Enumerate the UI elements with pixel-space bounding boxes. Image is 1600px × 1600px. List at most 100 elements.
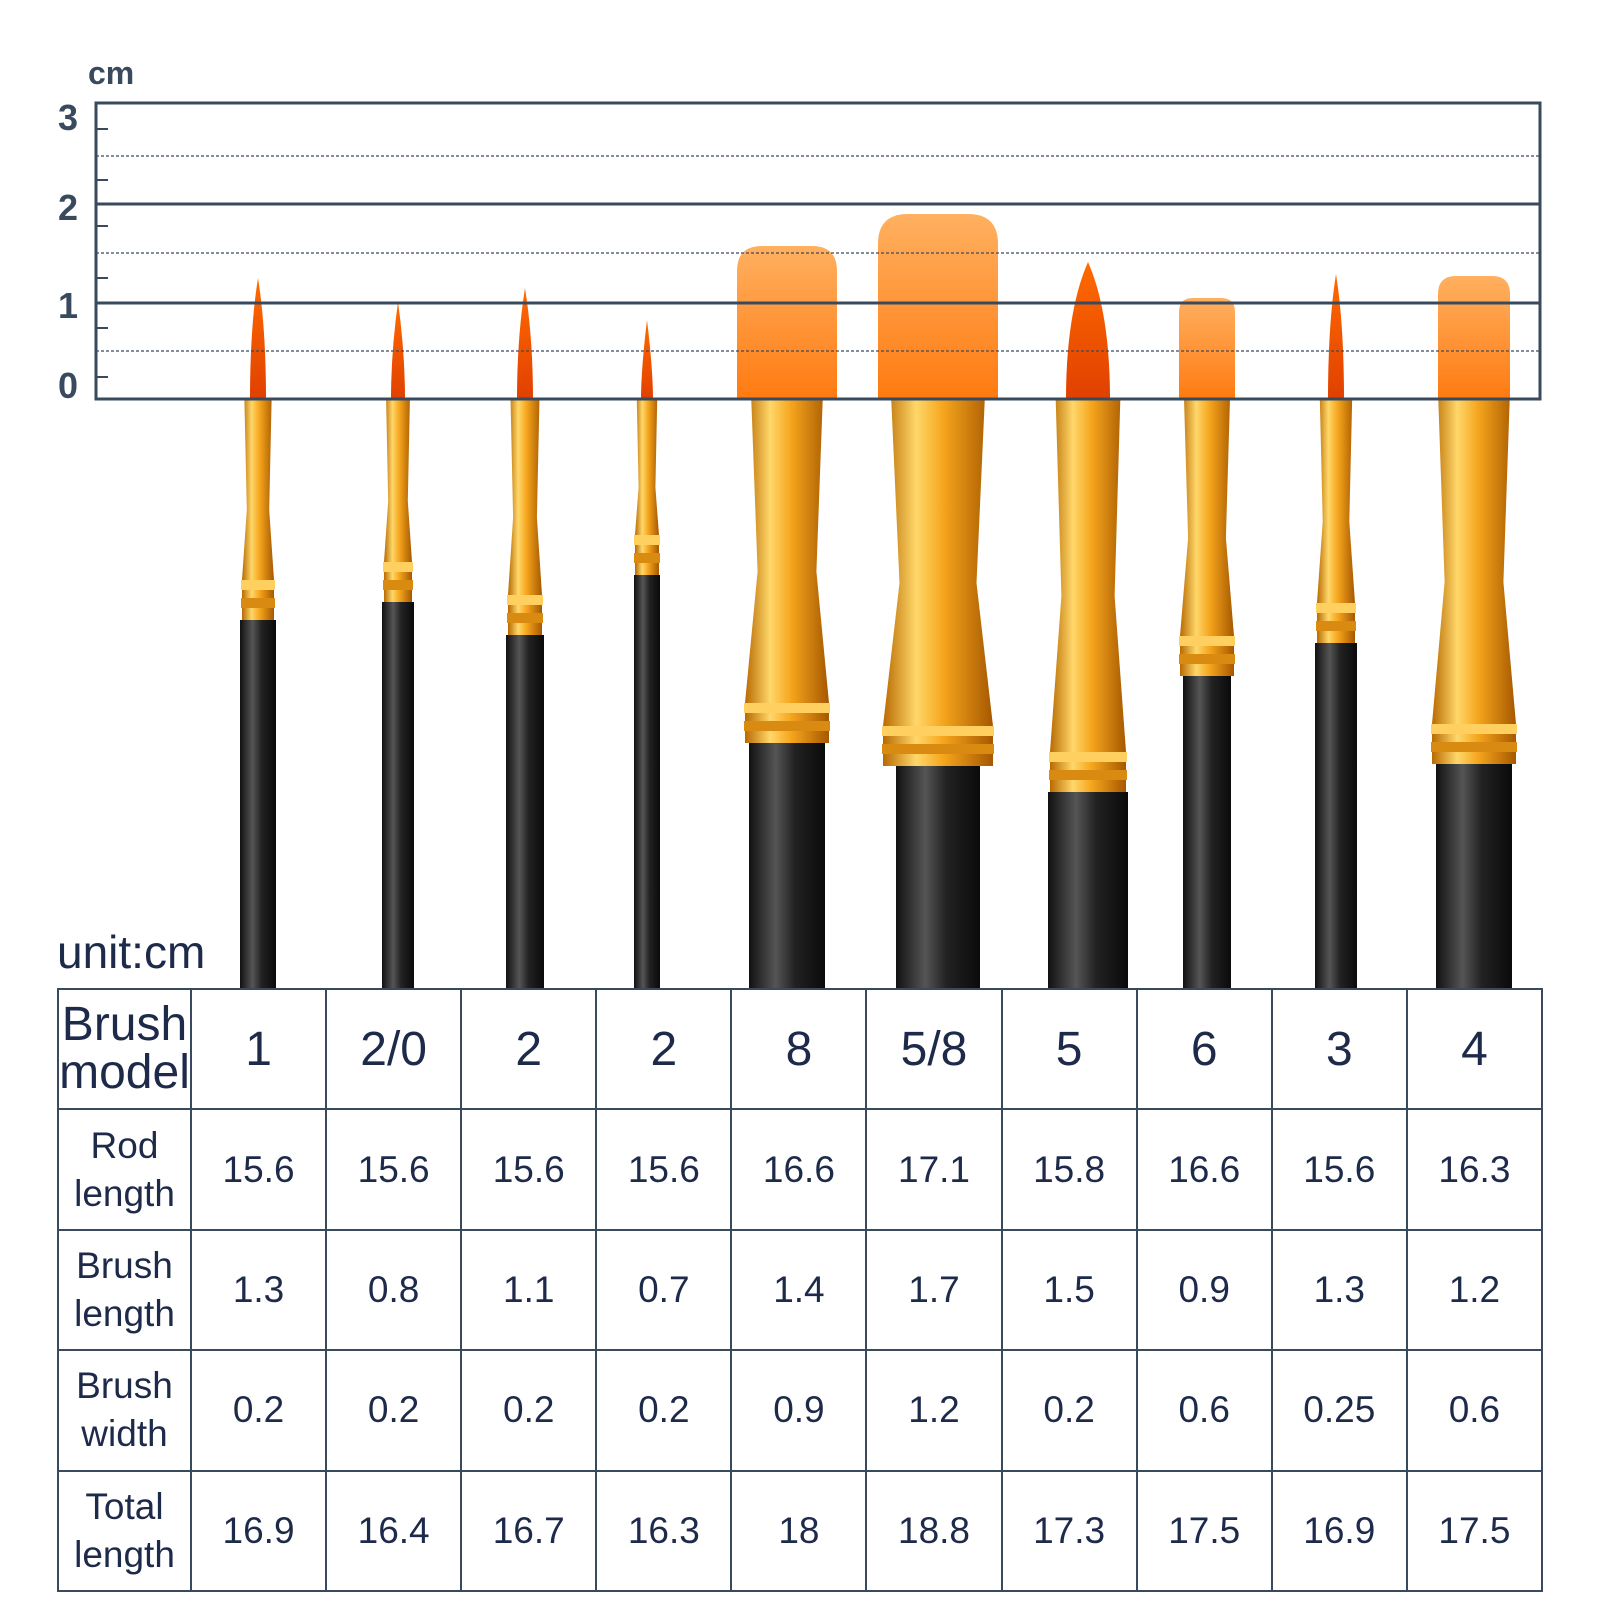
table-cell: 5/8: [865, 987, 1003, 1111]
brush-handle: [1183, 676, 1231, 988]
brush-ferrule: [1050, 400, 1126, 792]
row-header: Rod length: [57, 1108, 192, 1231]
brush-crimp: [383, 580, 413, 590]
brush-crimp: [882, 726, 994, 736]
ruler-frame: [94, 101, 1542, 401]
ruler-unit: cm: [88, 55, 134, 91]
brush-bristles: [737, 246, 837, 400]
brush-bristles: [641, 320, 653, 400]
table-cell: 15.6: [1270, 1108, 1408, 1231]
table-cell: 0.2: [460, 1349, 598, 1472]
brush-crimp: [1179, 654, 1235, 664]
table-cell: 16.6: [730, 1108, 868, 1231]
brush-crimp: [241, 598, 275, 608]
ruler-ticks: [96, 128, 108, 378]
row-header: Brush model: [57, 987, 192, 1111]
table-cell: 1.4: [730, 1228, 868, 1352]
brushes: [240, 214, 1517, 988]
table-cell: 17.5: [1405, 1469, 1544, 1593]
brush-ferrule: [508, 400, 542, 635]
brush-handle: [896, 766, 980, 988]
ruler-label: 1: [58, 285, 78, 326]
brush-ferrule: [242, 400, 274, 620]
brush-handle: [634, 575, 660, 988]
brush-ferrule: [1432, 400, 1516, 764]
table-cell: 1.3: [1270, 1228, 1408, 1352]
brush-bristles: [1438, 276, 1510, 400]
brush-crimp: [1316, 621, 1356, 631]
brush-ferrule: [384, 400, 412, 602]
table-row: Rod length 15.6 15.6 15.6 15.6 16.6 17.1 15.8 16…: [57, 1108, 1544, 1231]
brush-ferrule: [1317, 400, 1355, 643]
table-row: Brush length 1.3 0.8 1.1 0.7 1.4 1.7 1.5 0.9 1.3 1…: [57, 1228, 1544, 1352]
brush-bristles: [1066, 262, 1110, 400]
ruler-label: 2: [58, 187, 78, 228]
brush-handle: [749, 743, 825, 988]
brush-crimp: [634, 553, 660, 563]
brush-crimp: [634, 535, 660, 545]
brush-handle: [1048, 792, 1128, 988]
brush-bristles: [1179, 298, 1235, 400]
table-cell: 0.2: [189, 1349, 328, 1472]
row-header: Brush width: [57, 1349, 192, 1472]
brush-crimp: [507, 595, 543, 605]
table-cell: 17.1: [865, 1108, 1003, 1231]
brush-illustration: cm 3 2 1 0: [58, 55, 1542, 988]
table-cell: 0.2: [1000, 1349, 1138, 1472]
table-cell: 16.4: [325, 1469, 463, 1593]
table-cell: 5: [1000, 987, 1138, 1111]
table-cell: 0.6: [1135, 1349, 1273, 1472]
table-cell: 1: [189, 987, 328, 1111]
row-header: Brush length: [57, 1228, 192, 1352]
brush-crimp: [1049, 752, 1127, 762]
table-cell: 2: [595, 987, 733, 1111]
unit-note: unit:cm: [57, 926, 206, 978]
table-cell: 8: [730, 987, 868, 1111]
brush-handle: [382, 602, 414, 988]
brush-crimp: [1316, 603, 1356, 613]
table-cell: 6: [1135, 987, 1273, 1111]
table-cell: 0.7: [595, 1228, 733, 1352]
brush-crimp: [882, 744, 994, 754]
brush-ferrule: [1180, 400, 1234, 676]
brush-handle: [506, 635, 544, 988]
table-cell: 1.3: [189, 1228, 328, 1352]
table-cell: 15.6: [595, 1108, 733, 1231]
table-cell: 16.9: [189, 1469, 328, 1593]
table-cell: 4: [1405, 987, 1544, 1111]
table-cell: 18.8: [865, 1469, 1003, 1593]
table-cell: 17.3: [1000, 1469, 1138, 1593]
table-cell: 18: [730, 1469, 868, 1593]
spec-table: Brush model 1 2/0 2 2 8 5/8 5 6 3 4 Rod length 15.6 1…: [57, 987, 1544, 1593]
table-row: Brush width 0.2 0.2 0.2 0.2 0.9 1.2 0.2 0.6 0.25 0…: [57, 1349, 1544, 1472]
brush-handle: [240, 620, 276, 988]
table-row: Brush model 1 2/0 2 2 8 5/8 5 6 3 4: [57, 987, 1544, 1111]
brush-crimp: [1431, 742, 1517, 752]
row-header: Total length: [57, 1469, 192, 1593]
table-cell: 16.3: [595, 1469, 733, 1593]
table-cell: 1.1: [460, 1228, 598, 1352]
brush-crimp: [383, 562, 413, 572]
table-cell: 0.8: [325, 1228, 463, 1352]
table-cell: 17.5: [1135, 1469, 1273, 1593]
table-cell: 1.5: [1000, 1228, 1138, 1352]
brush-crimp: [1179, 636, 1235, 646]
brush-bristles: [1328, 274, 1344, 400]
table-cell: 15.6: [189, 1108, 328, 1231]
brush-handle: [1315, 643, 1357, 988]
brush-crimp: [744, 703, 830, 713]
brush-crimp: [1049, 770, 1127, 780]
table-cell: 0.2: [595, 1349, 733, 1472]
ruler-dashes: [96, 155, 1540, 352]
table-cell: 2/0: [325, 987, 463, 1111]
table-cell: 16.3: [1405, 1108, 1544, 1231]
table-cell: 0.2: [325, 1349, 463, 1472]
ruler-label: 0: [58, 365, 78, 406]
brush-bristles: [250, 278, 266, 400]
brush-bristles: [878, 214, 998, 400]
table-cell: 0.9: [1135, 1228, 1273, 1352]
table-cell: 1.2: [865, 1349, 1003, 1472]
brush-crimp: [1431, 724, 1517, 734]
table-cell: 3: [1270, 987, 1408, 1111]
